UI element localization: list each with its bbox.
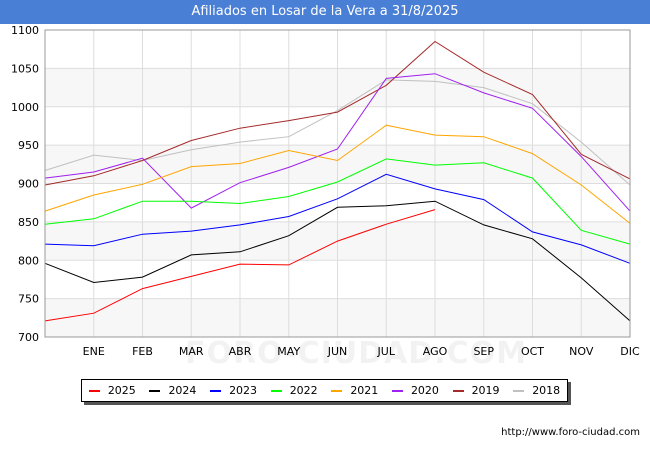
legend-swatch	[452, 389, 464, 392]
y-tick-label: 800	[18, 254, 39, 267]
legend-item-2019: 2019	[452, 384, 500, 397]
series-line-2024	[44, 200, 631, 322]
x-tick-label: JUL	[377, 345, 396, 358]
x-tick-label: JUN	[327, 345, 348, 358]
legend-swatch	[149, 389, 161, 392]
legend-item-2024: 2024	[149, 384, 196, 397]
chart-title: Afiliados en Losar de la Vera a 31/8/202…	[0, 0, 650, 24]
watermark: FORO-CIUDAD.COM	[185, 336, 527, 371]
series-line-2019	[44, 40, 631, 186]
y-tick-label: 900	[18, 178, 39, 191]
legend-label: 2025	[107, 384, 136, 397]
x-tick-label: MAY	[277, 345, 300, 358]
legend-swatch	[210, 389, 222, 392]
x-tick-label: NOV	[569, 345, 594, 358]
legend-swatch	[513, 389, 525, 392]
line-chart: 700 750 800 850 900 950 1000 1050 1100 ENE FEB MAR…	[11, 24, 640, 358]
legend-item-2023: 2023	[210, 384, 257, 397]
legend-swatch	[391, 389, 403, 392]
legend-label: 2020	[410, 384, 439, 397]
x-tick-label: ABR	[229, 345, 252, 358]
legend-label: 2018	[532, 384, 561, 397]
y-tick-label: 750	[18, 293, 39, 306]
y-tick-label: 700	[18, 331, 39, 344]
y-tick-label: 1100	[11, 24, 39, 37]
legend-label: 2019	[471, 384, 500, 397]
x-tick-label: ENE	[83, 345, 105, 358]
legend-swatch	[331, 389, 343, 392]
legend-label: 2021	[350, 384, 379, 397]
source-url[interactable]: http://www.foro-ciudad.com	[501, 427, 640, 438]
series-line-2025	[44, 209, 436, 322]
y-axis-ticks: 700 750 800 850 900 950 1000 1050 1100	[11, 24, 39, 344]
series-lines	[44, 40, 631, 322]
series-line-2023	[44, 173, 631, 264]
series-line-2022	[44, 158, 631, 245]
series-line-2021	[44, 124, 631, 224]
legend-swatch	[88, 389, 100, 392]
x-tick-label: DIC	[620, 345, 640, 358]
legend-item-2021: 2021	[331, 384, 378, 397]
y-tick-label: 1050	[11, 62, 39, 75]
x-tick-label: OCT	[521, 345, 544, 358]
legend-label: 2024	[168, 384, 197, 397]
plot-frame	[44, 29, 631, 338]
legend-item-2018: 2018	[513, 384, 560, 397]
legend-swatch	[270, 389, 282, 392]
x-axis-ticks: ENE FEB MAR ABR MAY JUN JUL AGO SEP OCT NOV DIC	[83, 345, 640, 358]
legend: 2025 2024 2023 2022 2021 2020 2019 2018	[81, 379, 568, 402]
x-tick-label: MAR	[179, 345, 204, 358]
legend-item-2020: 2020	[391, 384, 439, 397]
x-tick-label: FEB	[132, 345, 153, 358]
x-tick-label: AGO	[423, 345, 448, 358]
y-tick-label: 950	[18, 139, 39, 152]
y-tick-label: 1000	[11, 101, 39, 114]
legend-label: 2023	[229, 384, 258, 397]
legend-label: 2022	[289, 384, 318, 397]
x-tick-label: SEP	[473, 345, 494, 358]
y-tick-label: 850	[18, 216, 39, 229]
legend-item-2022: 2022	[270, 384, 318, 397]
series-line-2020	[44, 73, 631, 212]
legend-item-2025: 2025	[88, 384, 136, 397]
